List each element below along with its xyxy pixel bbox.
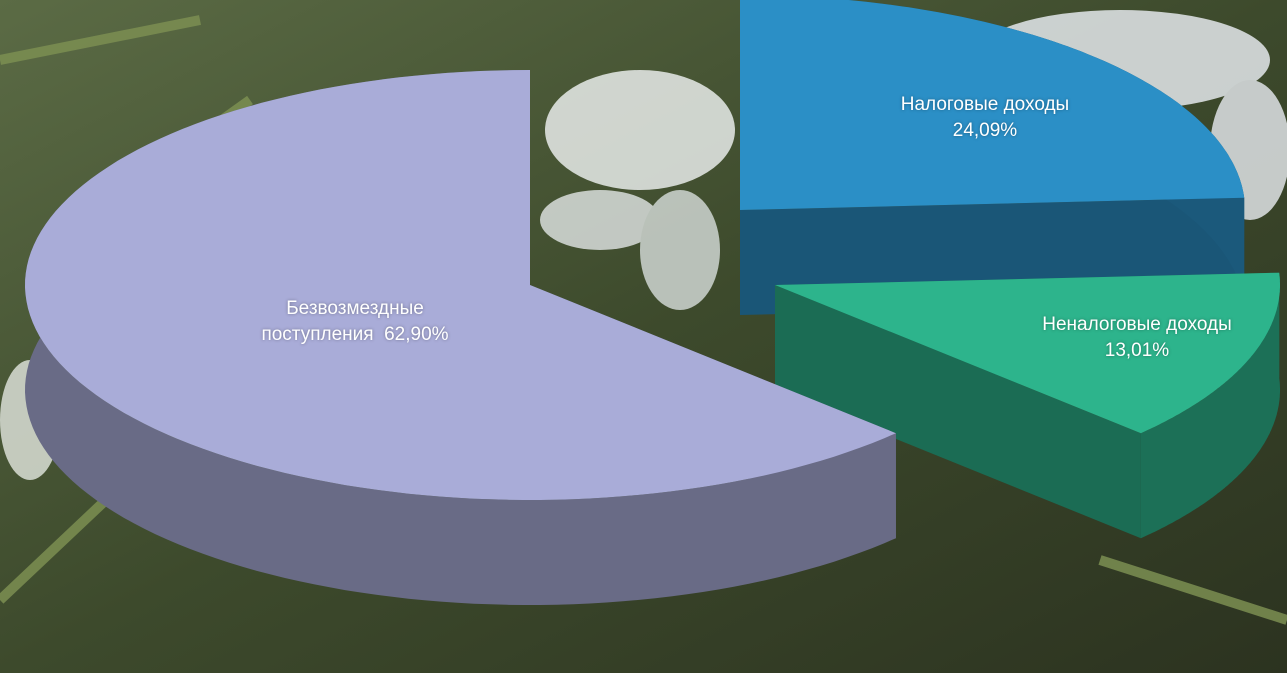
value-label: 62,90%	[384, 324, 449, 345]
slice	[740, 0, 1245, 210]
background-flowers	[0, 10, 1287, 625]
category-label: Неналоговые доходы	[1042, 314, 1232, 335]
category-label: Безвозмездные поступления	[261, 298, 424, 345]
slice-label: Безвозмездные поступления 62,90%	[230, 296, 480, 348]
slice	[775, 272, 1280, 434]
slice	[25, 70, 896, 500]
slice-side	[1140, 272, 1280, 539]
category-label: Налоговые доходы	[900, 94, 1070, 115]
value-label: 24,09%	[952, 120, 1018, 141]
slice-wall	[775, 285, 1141, 539]
value-label: 13,01%	[1104, 340, 1170, 361]
slice-label: Налоговые доходы 24,09%	[855, 92, 1115, 144]
slice-label: Неналоговые доходы 13,01%	[987, 312, 1287, 364]
